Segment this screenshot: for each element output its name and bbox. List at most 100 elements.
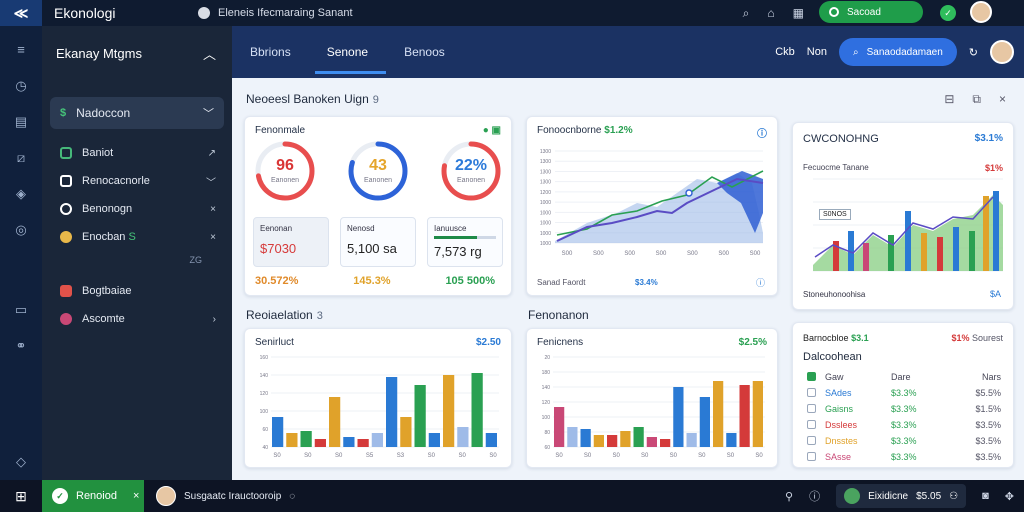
camera-icon[interactable]: ◙ bbox=[982, 490, 989, 502]
trend-icon[interactable]: ⧄ bbox=[16, 150, 26, 165]
bar bbox=[660, 439, 671, 447]
sidebar-item-3[interactable]: Enocban S × bbox=[60, 223, 216, 251]
calendar-icon[interactable]: ▦ bbox=[792, 6, 804, 20]
bar bbox=[286, 433, 298, 447]
active-task[interactable]: ✓ Renoiod × bbox=[42, 480, 144, 512]
tab-1[interactable]: Senone bbox=[309, 26, 387, 78]
table-row[interactable]: Dnsstes $3.3% $3.5% bbox=[807, 433, 1001, 449]
primary-action-button[interactable]: ⌕ Sanaodadamaen bbox=[838, 38, 957, 66]
close-icon[interactable]: × bbox=[210, 203, 216, 215]
bar bbox=[414, 385, 426, 447]
y-tick-label: 140 bbox=[542, 385, 551, 391]
checkbox-unchecked bbox=[807, 419, 816, 429]
app-logo-icon[interactable]: ≪ bbox=[0, 0, 42, 26]
sidebar-item-0[interactable]: Baniot ↗ bbox=[60, 139, 216, 167]
row-checkbox[interactable] bbox=[807, 435, 825, 447]
row-value-a: $3.3% bbox=[891, 436, 917, 446]
active-task-label: Renoiod bbox=[76, 490, 117, 502]
row-checkbox[interactable] bbox=[807, 403, 825, 415]
bar bbox=[686, 433, 697, 447]
layers-icon[interactable]: ≡ bbox=[17, 42, 25, 57]
pin-icon[interactable]: ⚲ bbox=[785, 490, 794, 503]
row-checkbox[interactable] bbox=[807, 387, 825, 399]
main-content: Neoeesl Banoken Uign 9 ⊟ ⧉ × Fenonmale ● … bbox=[232, 78, 1024, 480]
check-icon[interactable] bbox=[807, 371, 825, 383]
settings-icon[interactable]: ✥ bbox=[1004, 490, 1014, 503]
row-checkbox[interactable] bbox=[807, 451, 825, 463]
row-name: SAsse bbox=[825, 452, 852, 462]
document-icon[interactable]: ▤ bbox=[14, 114, 28, 129]
sidebar-item-2[interactable]: Benonogn × bbox=[60, 195, 216, 223]
sidebar-active-item[interactable]: $ Nadoccon ﹀ bbox=[50, 97, 224, 129]
x-tick-label: S0 bbox=[584, 453, 592, 459]
tray-app[interactable]: Eixidicne $5.05 ⚇ bbox=[836, 484, 967, 508]
task-item[interactable]: Susgaatc Irauctooroip ◌ bbox=[156, 486, 295, 506]
status-button[interactable]: Sacoad bbox=[819, 1, 923, 23]
tab-label: Benoos bbox=[404, 45, 445, 59]
y-tick-label: 1000 bbox=[540, 210, 551, 216]
tab-2[interactable]: Benoos bbox=[386, 26, 463, 78]
home-icon[interactable]: ⌂ bbox=[767, 6, 775, 20]
bar bbox=[443, 375, 455, 447]
header-avatar[interactable] bbox=[990, 40, 1014, 64]
window-icon[interactable]: ⊟ bbox=[944, 92, 955, 106]
sidebar-item-1[interactable]: Renocacnorle ﹀ bbox=[60, 167, 216, 195]
close-icon[interactable]: × bbox=[998, 92, 1006, 106]
user-avatar[interactable] bbox=[970, 1, 992, 23]
right-combo-chart bbox=[813, 178, 1003, 272]
refresh-icon[interactable]: ↻ bbox=[968, 46, 978, 59]
sidebar-item-5[interactable]: Ascomte › bbox=[60, 305, 216, 333]
bar bbox=[921, 233, 927, 271]
tab-0[interactable]: Bbrions bbox=[232, 26, 309, 78]
percent-value: 30.572% bbox=[255, 275, 299, 287]
online-indicator-icon[interactable]: ✓ bbox=[940, 5, 956, 21]
y-tick-label: 1300 bbox=[540, 169, 551, 175]
list-card-head-right: $1% Sourest bbox=[951, 333, 1003, 343]
help-icon[interactable]: ⓘ bbox=[809, 491, 821, 503]
close-icon[interactable]: × bbox=[132, 490, 140, 502]
checkbox-unchecked bbox=[807, 387, 816, 397]
header-link-2[interactable]: Non bbox=[806, 46, 827, 58]
kpi-card: Fenonmale ● ▣ 96 Eanonen 43 Eanonen bbox=[244, 116, 512, 296]
start-menu-icon[interactable]: ⊞ bbox=[15, 487, 27, 504]
sidebar-header[interactable]: Ekanay Mtgms ︿ bbox=[42, 26, 232, 63]
cube-icon[interactable]: ◈ bbox=[16, 186, 26, 201]
info-icon[interactable]: ⓘ bbox=[757, 129, 767, 140]
bar bbox=[993, 191, 999, 271]
list-rows: SAdes $3.3% $5.5% Gaisns $3.3% $1.5% Dsslees $3… bbox=[807, 385, 1001, 465]
table-row[interactable]: SAsse $3.3% $3.5% bbox=[807, 449, 1001, 465]
row-value-a: $3.3% bbox=[891, 404, 917, 414]
copy-icon[interactable]: ⧉ bbox=[972, 92, 981, 106]
list-card-right-value: $1% bbox=[951, 333, 970, 343]
x-tick-label: S0 bbox=[670, 453, 678, 459]
notification[interactable]: Eleneis Ifecmaraing Sanant bbox=[198, 7, 353, 19]
bar-chart-2: 20 180 140 120 100 80 60 S0 S0 S0 S0 S0 S0 S0 S0 bbox=[542, 355, 765, 459]
sidebar-item-label: Ascomte bbox=[82, 313, 125, 325]
table-row[interactable]: SAdes $3.3% $5.5% bbox=[807, 385, 1001, 401]
globe-icon[interactable]: ◎ bbox=[15, 222, 27, 237]
search-icon[interactable]: ⌕ bbox=[742, 5, 750, 20]
close-icon[interactable]: × bbox=[210, 231, 216, 243]
row-checkbox[interactable] bbox=[807, 419, 825, 431]
x-tick-label: S0 bbox=[304, 453, 312, 459]
app-title: Ekonologi bbox=[54, 5, 116, 21]
check-icon: ✓ bbox=[52, 488, 68, 504]
share-icon[interactable]: ⚭ bbox=[15, 338, 27, 353]
y-tick-label: 160 bbox=[260, 355, 269, 361]
clock-icon[interactable]: ◷ bbox=[15, 78, 27, 93]
monitor-icon[interactable]: ▭ bbox=[14, 302, 28, 317]
table-row[interactable]: Dsslees $3.3% $3.5% bbox=[807, 417, 1001, 433]
chevron-down-icon: ﹀ bbox=[206, 177, 216, 189]
table-row[interactable]: Gaisns $3.3% $1.5% bbox=[807, 401, 1001, 417]
bar bbox=[343, 437, 355, 447]
y-tick-label: 1000 bbox=[540, 241, 551, 247]
list-card-head: Barnocbloe $3.1 bbox=[803, 333, 869, 343]
bar bbox=[863, 243, 869, 271]
right-chart-title: CWCONOHNG bbox=[803, 133, 879, 145]
chevron-up-icon[interactable]: ︿ bbox=[202, 47, 216, 62]
info-icon[interactable]: ⓘ bbox=[755, 278, 765, 288]
settings-icon[interactable]: ◇ bbox=[16, 454, 26, 469]
gauge-ring bbox=[441, 141, 501, 201]
header-link-1[interactable]: Ckb bbox=[775, 46, 795, 58]
sidebar-item-4[interactable]: Bogtbaiae bbox=[60, 277, 216, 305]
